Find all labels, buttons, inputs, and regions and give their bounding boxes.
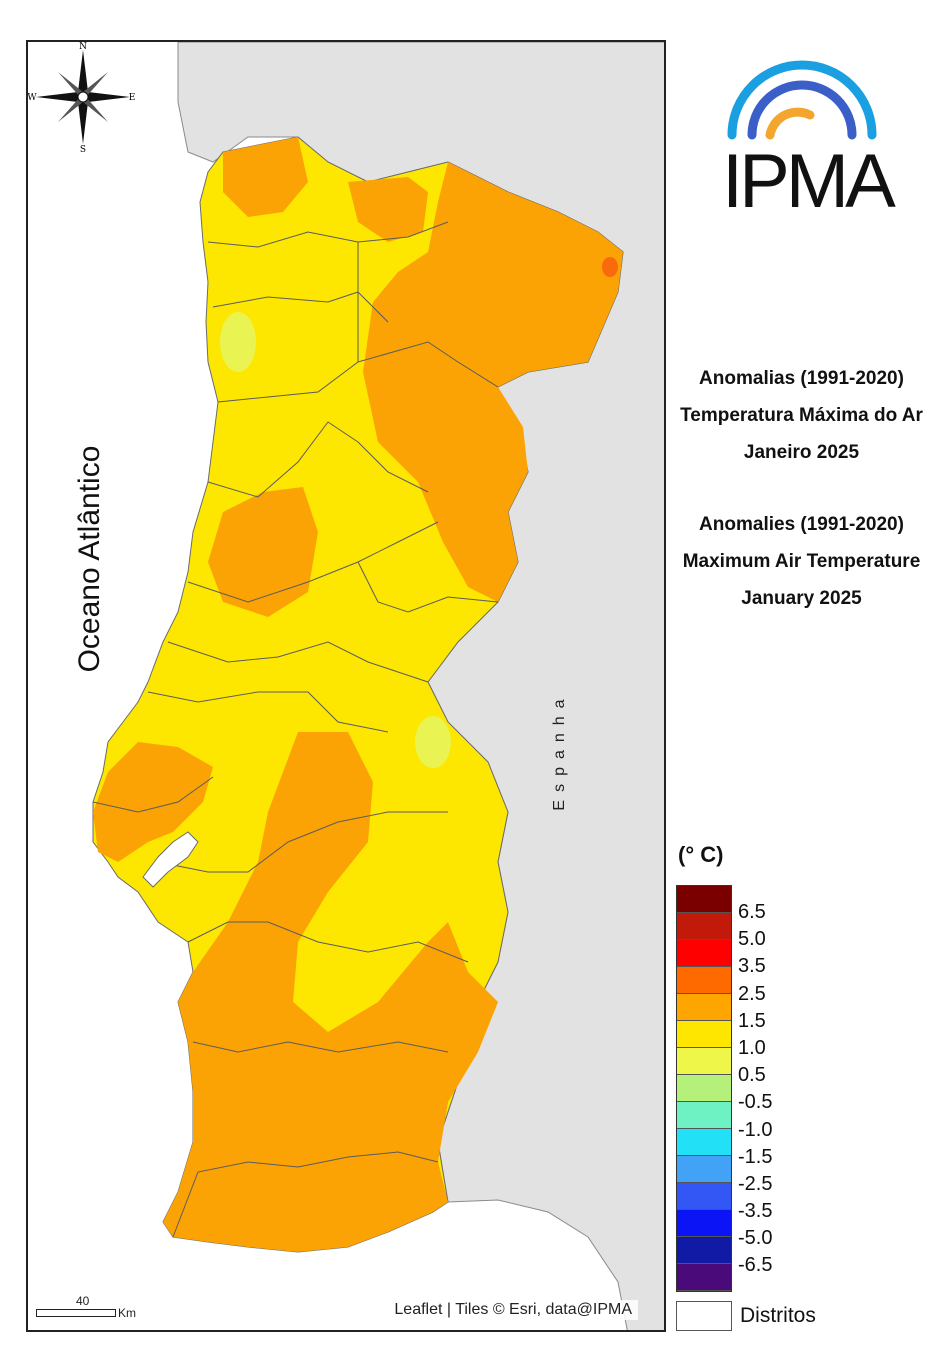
legend-swatch: [677, 1102, 731, 1129]
title-pt-line3: Janeiro 2025: [743, 442, 860, 463]
legend-label: -6.5: [738, 1254, 773, 1277]
legend-swatch: [677, 1210, 731, 1237]
scale-unit: Km: [118, 1306, 136, 1320]
legend-swatch: [677, 1075, 731, 1102]
legend-swatch: [677, 940, 731, 967]
legend-swatch: [677, 1129, 731, 1156]
compass-rose-icon: N S W E: [28, 42, 136, 152]
compass-s: S: [80, 145, 86, 152]
zone-orange-viseu: [208, 487, 318, 617]
legend-label: -2.5: [738, 1172, 773, 1195]
title-pt-line2: Temperatura Máxima do Ar: [680, 405, 923, 426]
title-en-line3: January 2025: [741, 588, 862, 609]
zone-orange-minho: [223, 137, 308, 217]
legend-color-bar: [676, 885, 732, 1292]
legend-swatch: [677, 886, 731, 913]
legend-label: 1.5: [738, 1009, 766, 1032]
legend-swatch: [677, 1156, 731, 1183]
legend-label: 0.5: [738, 1064, 766, 1087]
legend-label: 2.5: [738, 982, 766, 1005]
zone-orange-alentejo: [163, 732, 498, 1252]
title-en-line2: Maximum Air Temperature: [682, 551, 921, 572]
compass-e: E: [129, 93, 136, 103]
legend-labels: 6.5 5.0 3.5 2.5 1.5 1.0 0.5 -0.5 -1.0 -1.5 -2.5 -3.…: [738, 899, 772, 1280]
ocean-label: Oceano Atlântico: [73, 445, 106, 673]
legend-label: -1.5: [738, 1145, 773, 1168]
anomaly-map[interactable]: Oceano Atlântico Espanha N S W E 40 Km L…: [26, 40, 666, 1332]
map-canvas: [28, 42, 664, 1330]
country-label: Espanha: [551, 691, 568, 811]
legend-swatch: [677, 1048, 731, 1075]
scale-value: 40: [76, 1294, 90, 1308]
map-attribution[interactable]: Leaflet | Tiles © Esri, data@IPMA: [388, 1300, 638, 1320]
zone-darkorange-braganca: [602, 257, 618, 277]
zone-light-portalegre: [415, 716, 451, 768]
legend-swatch: [677, 1264, 731, 1291]
legend-label: 3.5: [738, 955, 766, 978]
legend-label: -1.0: [738, 1118, 773, 1141]
distritos-legend-swatch: [676, 1301, 732, 1331]
ipma-logo-arcs-icon: [727, 60, 877, 140]
legend-swatch: [677, 1183, 731, 1210]
title-en-line1: Anomalies (1991-2020): [699, 514, 904, 535]
zone-orange-braga: [348, 177, 428, 242]
legend-swatch: [677, 967, 731, 994]
legend-swatch: [677, 913, 731, 940]
legend-label: 6.5: [738, 901, 766, 923]
legend-label: 5.0: [738, 928, 766, 951]
scale-bar-graphic: [36, 1309, 116, 1317]
title-pt-line1: Anomalias (1991-2020): [699, 368, 904, 389]
scale-bar: 40 Km: [34, 1294, 154, 1324]
legend-label: -3.5: [738, 1200, 773, 1223]
distritos-legend-label: Distritos: [740, 1304, 816, 1327]
district-boundaries: [92, 221, 499, 1238]
tagus-estuary: [142, 831, 199, 888]
legend-label: -5.0: [738, 1227, 773, 1250]
legend-swatch: [677, 1021, 731, 1048]
compass-w: W: [28, 93, 37, 103]
legend-label: 1.0: [738, 1036, 766, 1059]
legend-swatch: [677, 994, 731, 1021]
compass-n: N: [79, 42, 87, 52]
zone-light-aveiro: [220, 312, 256, 372]
zone-orange-lisboa: [93, 742, 213, 862]
ipma-logo: IPMA: [722, 50, 896, 224]
legend-unit: (° C): [678, 842, 724, 867]
ipma-logo-text: IPMA: [722, 139, 896, 224]
legend-label: -0.5: [738, 1091, 773, 1114]
legend-swatch: [677, 1237, 731, 1264]
